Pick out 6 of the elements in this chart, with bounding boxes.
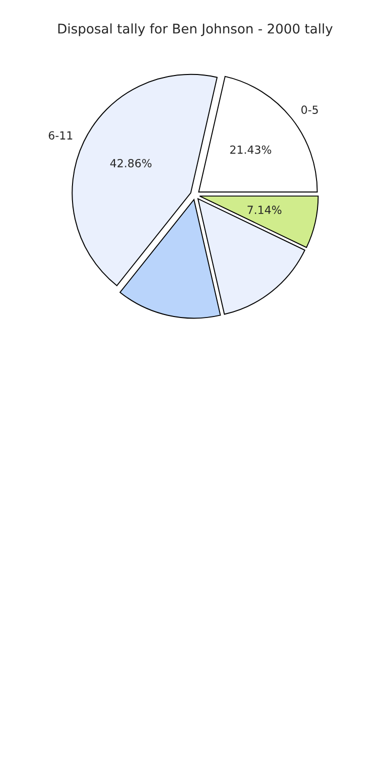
- chart-title: Disposal tally for Ben Johnson - 2000 tally: [58, 23, 333, 36]
- slice-label: 6-11: [48, 131, 72, 140]
- data-label: 42.86%: [110, 158, 152, 168]
- data-label: 7.14%: [248, 206, 282, 214]
- data-label: 21.43%: [230, 145, 272, 154]
- slice-label: 0-5: [301, 106, 318, 114]
